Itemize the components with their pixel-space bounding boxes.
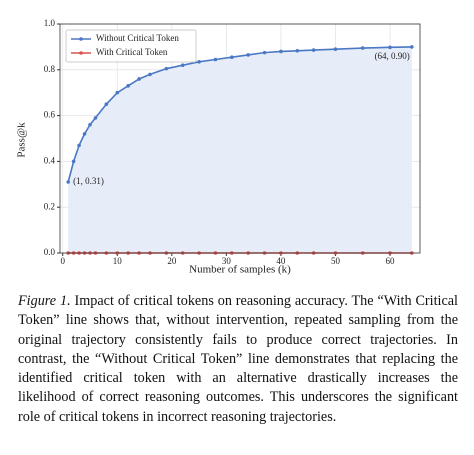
annotation: (1, 0.31) [73, 176, 104, 186]
legend-label: Without Critical Token [96, 33, 179, 43]
point [230, 55, 234, 60]
point [93, 116, 98, 120]
point [197, 59, 201, 64]
x-tick-label: 0 [60, 256, 65, 266]
x-tick-label: 30 [222, 256, 232, 266]
annotation: (64, 0.90) [375, 51, 410, 61]
caption-text: Impact of critical tokens on reasoning a… [18, 293, 459, 425]
x-tick-label: 40 [276, 256, 286, 266]
point [82, 132, 87, 136]
area [68, 46, 412, 254]
y-tick-label: 0.4 [44, 155, 56, 165]
legend-marker [79, 51, 83, 55]
y-axis-label: Pass@k [16, 122, 28, 158]
y-tick-label: 0.8 [44, 64, 56, 74]
plot-frame [59, 23, 421, 254]
legend-box [65, 29, 197, 63]
legend-label: With Critical Token [96, 47, 168, 57]
point [311, 48, 316, 52]
point [126, 84, 130, 88]
point [295, 48, 300, 53]
legend-marker [79, 37, 83, 41]
x-tick-label: 60 [386, 256, 396, 266]
point [104, 102, 109, 106]
point [88, 122, 92, 127]
point [388, 45, 392, 50]
point [71, 159, 76, 164]
caption: Figure 1. Impact of critical tokens on r… [18, 292, 458, 427]
x-axis-label: Number of samples (k) [189, 264, 291, 276]
point [360, 46, 365, 50]
y-tick-label: 0.2 [44, 201, 55, 211]
chart: Number of samples (k) Pass@k 0.0 0.2 0.4 0.… [16, 18, 421, 276]
point [180, 63, 185, 68]
point [148, 72, 152, 77]
point [410, 45, 414, 49]
x-tick-label: 10 [113, 256, 123, 266]
point [279, 49, 283, 54]
point [77, 143, 81, 148]
point [333, 47, 338, 51]
x-tick-label: 20 [167, 256, 177, 266]
point [213, 57, 218, 62]
point [137, 77, 141, 81]
y-tick-label: 0.0 [44, 247, 56, 257]
point [246, 53, 250, 57]
caption-label: Figure 1. [18, 293, 71, 309]
y-tick-label: 1.0 [44, 18, 56, 28]
point [164, 66, 169, 71]
point [66, 180, 70, 184]
point [262, 50, 267, 55]
point [115, 90, 120, 95]
x-tick-label: 50 [331, 256, 341, 266]
y-tick-label: 0.6 [44, 110, 56, 120]
